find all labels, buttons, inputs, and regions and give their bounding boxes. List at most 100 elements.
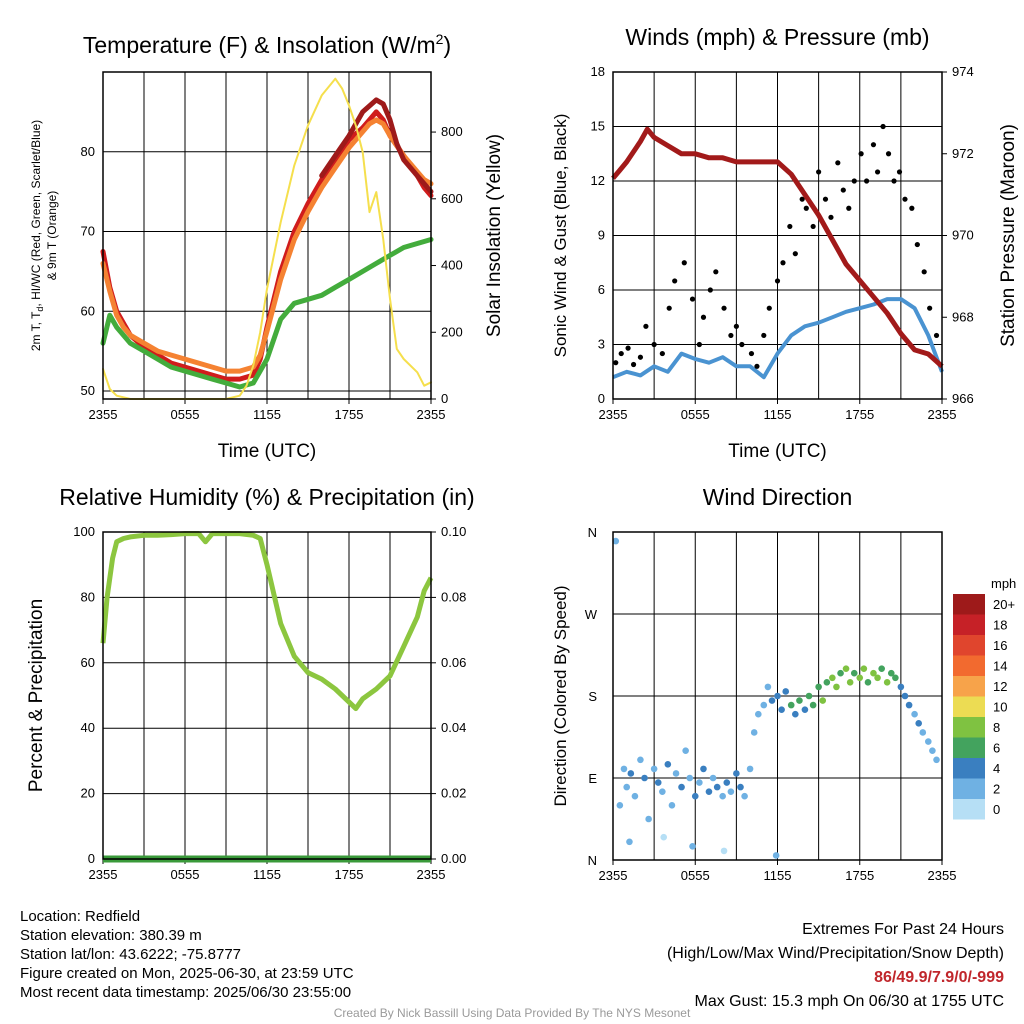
- dir-direction-point: [659, 788, 666, 795]
- wind-xtick-label: 2355: [928, 407, 957, 422]
- rh-xtick-label: 2355: [89, 867, 118, 882]
- wind-gust-point: [933, 332, 940, 339]
- temp-ytick-right-label: 400: [441, 258, 463, 273]
- dir-legend-label: 0: [993, 802, 1000, 817]
- dir-direction-point: [764, 683, 772, 691]
- dir-direction-point: [741, 792, 748, 800]
- wind-gust-point: [792, 251, 798, 257]
- dir-direction-point: [631, 792, 639, 800]
- wind-gust-point: [707, 287, 713, 293]
- dir-legend-label: 2: [993, 782, 1000, 797]
- dir-title: Wind Direction: [703, 484, 853, 510]
- dir-direction-point: [709, 774, 717, 782]
- wind-gust-point: [651, 341, 657, 348]
- dir-legend-label: 4: [993, 761, 1000, 776]
- dir-direction-point: [660, 833, 668, 841]
- dir-direction-point: [664, 761, 672, 768]
- wind-gust-point: [748, 350, 755, 357]
- dir-direction-point: [842, 665, 850, 672]
- wind-gust-point: [774, 278, 781, 284]
- temp-ytick-label: 50: [81, 383, 95, 398]
- wind-gust-point: [721, 305, 727, 311]
- recent-timestamp: Most recent data timestamp: 2025/06/30 2…: [20, 984, 352, 1001]
- dir-direction-point: [787, 701, 795, 709]
- dir-direction-point: [864, 679, 872, 686]
- wind-gust-point: [858, 151, 864, 157]
- station-location: Location: Redfield: [20, 908, 141, 925]
- dir-xtick-label: 2355: [599, 868, 628, 883]
- dir-direction-point: [774, 692, 781, 700]
- temp-ylabel: 2m T, Td, HI/WC (Red, Green, Scarlet/Blu…: [29, 120, 45, 351]
- wind-gust-point: [630, 361, 637, 368]
- dir-legend-swatch: [953, 799, 985, 820]
- temp-ytick-label: 60: [81, 303, 95, 318]
- rh-xtick-label: 2355: [417, 867, 446, 882]
- wind-gust-point: [851, 178, 857, 184]
- dir-direction-point: [627, 770, 635, 777]
- rh-title: Relative Humidity (%) & Precipitation (i…: [59, 484, 474, 510]
- dir-direction-point: [929, 747, 936, 754]
- dir-legend-swatch: [953, 778, 985, 799]
- wind-ytick-label: 18: [591, 64, 605, 79]
- dir-direction-point: [768, 697, 776, 704]
- dir-direction-point: [623, 783, 631, 791]
- dir-legend-swatch: [953, 594, 985, 615]
- wind-gust-point: [799, 196, 805, 202]
- wind-gust-point: [828, 214, 834, 220]
- rh-ytick-label: 40: [81, 720, 95, 735]
- dir-xtick-label: 1155: [764, 868, 792, 883]
- dir-direction-point: [809, 701, 817, 709]
- dir-legend-label: 6: [993, 741, 1000, 756]
- wind-gust-point: [739, 341, 745, 348]
- temp-ytick-right-label: 0: [441, 391, 448, 406]
- temp-xtick-label: 0555: [171, 407, 200, 422]
- wind-gust-point: [902, 196, 908, 202]
- wind-gust-point: [625, 345, 631, 351]
- rh-border: [102, 531, 432, 860]
- temp-ytick-right-label: 600: [441, 191, 463, 206]
- dir-direction-point: [878, 665, 885, 672]
- wind-gust-point: [909, 205, 915, 211]
- wind-gust-point: [733, 323, 739, 329]
- dir-direction-point: [833, 683, 840, 691]
- temp-title: Temperature (F) & Insolation (W/m2): [83, 31, 451, 58]
- temp-xtick-label: 2355: [417, 407, 446, 422]
- temp-border: [102, 71, 432, 400]
- dir-legend-label: 16: [993, 638, 1007, 653]
- dir-direction-point: [650, 765, 658, 773]
- dir-direction-point: [668, 802, 676, 809]
- wind-gust-point: [613, 360, 619, 366]
- wind-gust-point: [700, 314, 707, 320]
- temp-xtick-label: 1755: [335, 407, 364, 422]
- dir-legend-label: 10: [993, 700, 1007, 715]
- temp-xlabel: Time (UTC): [218, 441, 317, 462]
- wind-gust-point: [672, 278, 678, 284]
- wind-gust-point: [787, 223, 793, 230]
- dir-direction-point: [933, 756, 940, 764]
- dir-ylabel: Direction (Colored By Speed): [551, 585, 570, 806]
- dir-direction-point: [823, 679, 831, 686]
- wind-ytick-right-label: 966: [952, 391, 974, 406]
- rh-series-line: [100, 531, 434, 712]
- dir-direction-point: [733, 770, 740, 777]
- dir-ytick-label: S: [588, 689, 597, 704]
- dir-direction-point: [696, 779, 703, 786]
- wind-gust-point: [618, 350, 624, 357]
- rh-xtick-label: 1155: [253, 867, 281, 882]
- wind-gust-point: [761, 332, 767, 339]
- wind-ylabel-right: Station Pressure (Maroon): [998, 124, 1019, 347]
- wind-gust-point: [914, 241, 920, 248]
- dir-direction-point: [874, 674, 881, 682]
- rh-ytick-right-label: 0.04: [441, 720, 466, 735]
- dir-direction-point: [805, 692, 813, 700]
- dir-legend-label: 20+: [993, 597, 1015, 612]
- max-gust: Max Gust: 15.3 mph On 06/30 at 1755 UTC: [694, 993, 1005, 1010]
- wind-gust-point: [822, 196, 829, 202]
- dir-direction-point: [620, 765, 628, 773]
- dir-legend-label: 18: [993, 618, 1007, 633]
- wind-gust-point: [927, 305, 933, 311]
- dir-legend-swatch: [953, 614, 985, 635]
- dir-direction-point: [678, 783, 685, 791]
- extremes-subtitle: (High/Low/Max Wind/Precipitation/Snow De…: [666, 945, 1004, 962]
